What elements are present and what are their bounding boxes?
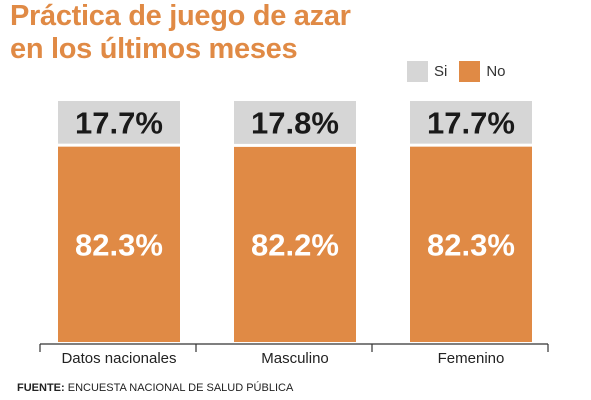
chart-title-line-1: Práctica de juego de azar <box>10 0 351 32</box>
bar-segment-si <box>58 101 180 144</box>
data-label-si: 17.7% <box>427 105 515 140</box>
category-label: Femenino <box>438 350 505 367</box>
legend-item-no: No <box>459 60 506 82</box>
chart-legend: Si No <box>407 60 518 82</box>
bar-segment-si <box>410 101 532 144</box>
legend-swatch-no <box>459 60 481 82</box>
data-label-si: 17.7% <box>75 105 163 140</box>
legend-item-si: Si <box>407 60 448 82</box>
category-label: Masculino <box>261 350 329 367</box>
bar-segment-no <box>58 146 180 342</box>
data-label-no: 82.3% <box>75 227 163 262</box>
data-label-si: 17.8% <box>251 105 339 140</box>
source-text: ENCUESTA NACIONAL DE SALUD PÚBLICA <box>67 382 294 394</box>
bar-segment-no <box>410 146 532 342</box>
chart-title-line-2: en los últimos meses <box>10 33 298 65</box>
data-label-no: 82.3% <box>427 227 515 262</box>
legend-swatch-si <box>407 60 428 82</box>
data-label-no: 82.2% <box>251 227 339 262</box>
source-note: FUENTE: ENCUESTA NACIONAL DE SALUD PÚBLI… <box>17 382 293 394</box>
chart-title: Práctica de juego de azar en los últimos… <box>10 0 351 66</box>
source-label: FUENTE: <box>17 382 65 394</box>
legend-label-no: No <box>486 62 506 80</box>
category-label: Datos nacionales <box>61 350 176 367</box>
bar-segment-si <box>234 101 356 144</box>
bar-segment-no <box>234 146 356 342</box>
legend-label-si: Si <box>434 62 448 80</box>
